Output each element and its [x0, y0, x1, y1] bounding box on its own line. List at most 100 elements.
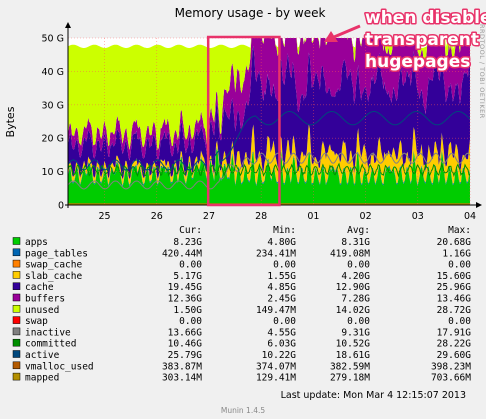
legend-cur-mapped: 303.14M — [162, 373, 202, 384]
legend-min-inactive: 4.55G — [267, 327, 296, 338]
legend-cur-active: 25.79G — [168, 350, 203, 361]
legend-max-page_tables: 1.16G — [442, 248, 471, 259]
x-tick-label: 28 — [255, 211, 267, 222]
legend-avg-swap: 0.00 — [347, 316, 370, 327]
legend-min-slab_cache: 1.55G — [267, 271, 296, 282]
legend-name-apps: apps — [25, 237, 48, 248]
area-apps — [68, 147, 470, 205]
legend-swatch-slab_cache — [12, 271, 21, 279]
legend-avg-active: 18.61G — [336, 350, 371, 361]
legend-cur-slab_cache: 5.17G — [173, 271, 202, 282]
legend-swatch-inactive — [12, 327, 21, 336]
legend-min-swap_cache: 0.00 — [273, 260, 296, 271]
legend: Cur: Min: Avg: Max: apps 8.23G 4.80G 8.31G 20.68… — [12, 225, 472, 384]
legend-name-mapped: mapped — [25, 373, 59, 384]
y-tick-labels: 0 10 G 20 G 30 G 40 G 50 G — [42, 34, 64, 212]
legend-max-swap_cache: 0.00 — [448, 260, 471, 271]
area-page_tables — [68, 146, 470, 187]
legend-cur-cache: 19.45G — [168, 282, 203, 293]
legend-swatch-mapped — [12, 372, 21, 381]
legend-swatch-buffers — [12, 293, 21, 302]
legend-swatch-swap — [12, 316, 21, 324]
legend-min-swap: 0.00 — [273, 316, 296, 327]
rrdtool-sidebar: RRDTOOL / TOBI OETIKER — [478, 24, 486, 119]
y-tick-label: 30 G — [42, 100, 64, 111]
stacked-areas — [68, 38, 470, 205]
legend-avg-page_tables: 419.08M — [330, 248, 370, 259]
legend-name-slab_cache: slab_cache — [25, 271, 82, 282]
legend-min-unused: 149.47M — [256, 305, 296, 316]
legend-header-min: Min: — [273, 225, 296, 236]
y-tick-label: 20 G — [42, 134, 64, 145]
y-tick-label: 0 — [58, 201, 64, 212]
legend-header-max: Max: — [448, 225, 471, 236]
area-unused — [68, 38, 462, 150]
legend-name-swap: swap — [25, 316, 48, 327]
legend-name-cache: cache — [25, 282, 54, 293]
last-update-text: Last update: Mon Mar 4 12:15:07 2013 — [281, 390, 466, 401]
line-active — [68, 111, 470, 171]
legend-cur-inactive: 13.66G — [168, 327, 203, 338]
y-axis-arrow — [65, 22, 71, 28]
legend-name-committed: committed — [25, 339, 76, 350]
annotation-line-1: when disable — [365, 8, 486, 28]
legend-max-unused: 28.72G — [437, 305, 472, 316]
legend-max-mapped: 703.66M — [431, 373, 471, 384]
area-cache — [68, 45, 470, 180]
annotation-arrow-shaft — [333, 24, 361, 39]
x-tick-label: 01 — [307, 211, 319, 222]
legend-swatch-page_tables — [12, 248, 21, 257]
highlight-box — [206, 35, 281, 207]
legend-avg-inactive: 9.31G — [341, 327, 370, 338]
legend-swatch-cache — [12, 282, 21, 290]
x-axis-arrow — [476, 202, 482, 208]
legend-swatch-unused — [12, 305, 21, 313]
legend-cur-committed: 10.46G — [168, 339, 203, 350]
x-tick-label: 25 — [98, 211, 110, 222]
x-tick-label: 04 — [464, 211, 476, 222]
legend-cur-swap_cache: 0.00 — [179, 260, 202, 271]
legend-avg-cache: 12.90G — [336, 282, 371, 293]
legend-avg-apps: 8.31G — [341, 237, 370, 248]
legend-avg-slab_cache: 4.20G — [341, 271, 370, 282]
legend-min-page_tables: 234.41M — [256, 248, 296, 259]
legend-name-active: active — [25, 350, 60, 361]
annotation-arrow-head — [324, 31, 338, 42]
legend-swatch-vmalloc_used — [12, 361, 21, 370]
x-tick-label: 02 — [360, 211, 372, 222]
legend-avg-buffers: 7.28G — [341, 294, 370, 305]
legend-min-apps: 4.80G — [267, 237, 296, 248]
legend-avg-mapped: 279.18M — [330, 373, 370, 384]
y-tick-label: 10 G — [42, 167, 64, 178]
legend-cur-buffers: 12.36G — [168, 294, 203, 305]
legend-max-inactive: 17.91G — [437, 327, 472, 338]
legend-cur-vmalloc_used: 383.87M — [162, 361, 202, 372]
legend-avg-unused: 14.02G — [336, 305, 371, 316]
line-committed — [68, 162, 470, 178]
legend-cur-apps: 8.23G — [173, 237, 202, 248]
area-slab_cache — [68, 123, 470, 186]
annotation-line-2: transparent — [365, 30, 479, 50]
y-tick-label: 50 G — [42, 34, 64, 45]
legend-swatch-committed — [12, 338, 21, 347]
y-axis-label: Bytes — [4, 106, 17, 137]
legend-avg-committed: 10.52G — [336, 339, 371, 350]
chart-title: Memory usage - by week — [175, 6, 326, 20]
legend-cur-swap: 0.00 — [179, 316, 202, 327]
legend-swatch-apps — [12, 237, 21, 245]
legend-max-committed: 28.22G — [437, 339, 472, 350]
legend-min-vmalloc_used: 374.07M — [256, 361, 296, 372]
legend-avg-vmalloc_used: 382.59M — [330, 361, 370, 372]
legend-name-vmalloc_used: vmalloc_used — [25, 361, 94, 372]
legend-swatch-swap_cache — [12, 259, 21, 268]
legend-max-buffers: 13.46G — [437, 294, 472, 305]
legend-max-cache: 25.96G — [437, 282, 472, 293]
legend-max-slab_cache: 15.60G — [437, 271, 472, 282]
munin-version: Munin 1.4.5 — [221, 406, 266, 415]
legend-swatch-active — [12, 350, 21, 358]
legend-min-active: 10.22G — [262, 350, 297, 361]
legend-name-inactive: inactive — [25, 327, 71, 338]
legend-min-buffers: 2.45G — [267, 294, 296, 305]
